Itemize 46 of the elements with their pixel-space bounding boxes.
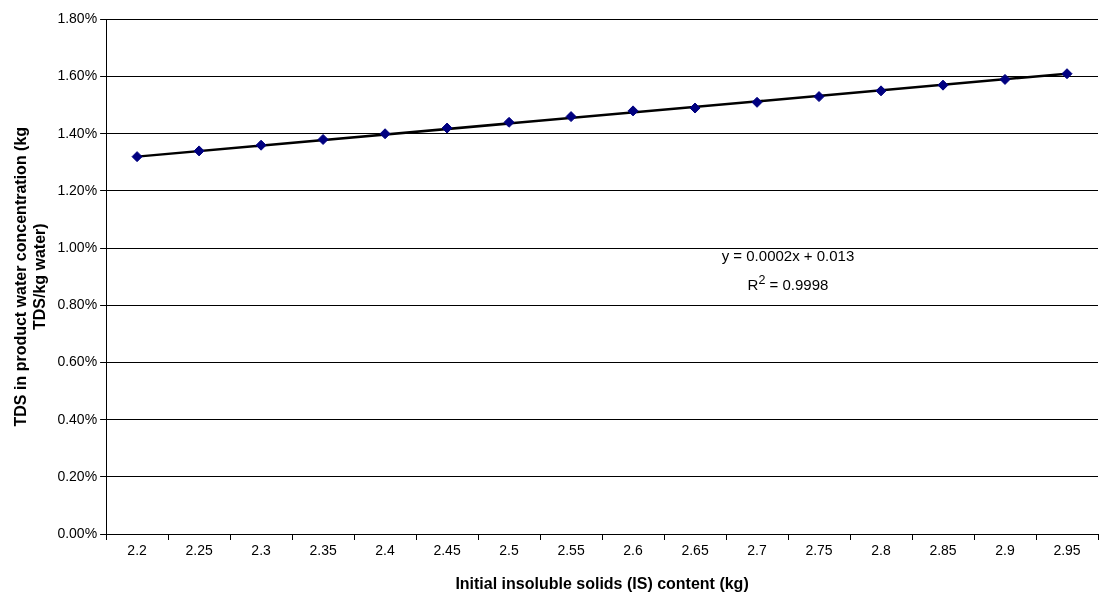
- x-axis-title: Initial insoluble solids (IS) content (kg): [455, 574, 749, 592]
- annotation: y = 0.0002x + 0.013: [720, 246, 856, 266]
- x-tick-label: 2.75: [805, 542, 833, 559]
- x-tick-label: 2.55: [557, 542, 585, 559]
- x-tick-label: 2.85: [929, 542, 957, 559]
- y-tick-label: 1.40%: [57, 124, 98, 141]
- y-tick-label: 0.60%: [57, 353, 98, 370]
- y-axis-title: TDS in product water concentration (kg TDS/kg water): [12, 126, 49, 427]
- y-tick-label: 1.60%: [57, 67, 98, 84]
- x-tick-label: 2.3: [251, 542, 272, 559]
- x-tick-label: 2.4: [375, 542, 396, 559]
- point: [565, 111, 577, 123]
- x-tick-label: 2.65: [681, 542, 709, 559]
- point: [751, 96, 763, 108]
- point: [193, 145, 205, 157]
- x-tick-label: 2.9: [995, 542, 1015, 559]
- x-tick-label: 2.2: [127, 542, 148, 559]
- x-tick-label: 2.35: [309, 542, 337, 559]
- point: [255, 139, 267, 151]
- point: [875, 85, 887, 97]
- point: [131, 151, 143, 163]
- x-tick-label: 2.7: [747, 542, 767, 559]
- point: [1061, 68, 1073, 80]
- y-tick-label: 0.40%: [57, 410, 98, 427]
- x-tick-label: 2.95: [1053, 542, 1081, 559]
- x-tick-label: 2.8: [871, 542, 891, 559]
- point: [689, 102, 701, 114]
- y-tick-label: 0.00%: [57, 524, 98, 541]
- y-tick-label: 0.80%: [57, 296, 98, 313]
- y-tick-label: 1.20%: [57, 181, 98, 198]
- point: [317, 133, 329, 145]
- y-tick-label: 1.00%: [57, 238, 98, 255]
- y-tick-label: 0.20%: [57, 467, 98, 484]
- point: [937, 79, 949, 91]
- x-tick-label: 2.5: [499, 542, 519, 559]
- y-tick-label: 1.80%: [57, 10, 98, 27]
- x-tick-label: 2.6: [623, 542, 643, 559]
- point: [503, 116, 515, 128]
- x-tick-label: 2.25: [185, 542, 213, 559]
- point: [813, 91, 825, 103]
- point: [441, 122, 453, 134]
- point: [627, 105, 639, 117]
- point: [999, 73, 1011, 85]
- point: [379, 128, 391, 140]
- annotation: R$^{2}$ = 0.9998: [746, 272, 830, 295]
- x-tick-label: 2.45: [433, 542, 461, 559]
